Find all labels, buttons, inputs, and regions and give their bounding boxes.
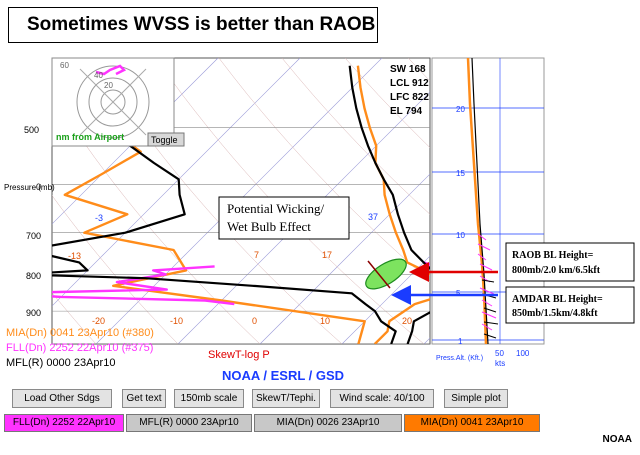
alt-tick-label: 10 xyxy=(456,231,465,240)
dry-adiabat-line xyxy=(0,58,14,344)
temp-tick-label: 0 xyxy=(252,316,257,326)
alt-tick-label: 5 xyxy=(456,289,461,298)
pressure-tick-800: 800 xyxy=(26,271,41,281)
temp-tick-label: 10 xyxy=(320,316,330,326)
skewt-tephi-button[interactable]: SkewT/Tephi. xyxy=(252,389,320,408)
legend-entry-mia: MIA(Dn) 0041 23Apr10 (#380) xyxy=(6,327,154,339)
range-inset: 20 40 60 nm from Airport Toggle xyxy=(52,58,184,146)
index-lfc: LFC 822 xyxy=(390,92,429,103)
simple-plot-button[interactable]: Simple plot xyxy=(444,389,508,408)
alt-tick-label: 15 xyxy=(456,169,465,178)
amdar-bl-line1: AMDAR BL Height= xyxy=(512,294,603,305)
toggle-button-label: Toggle xyxy=(151,135,178,145)
wind-tick-label: 50 xyxy=(495,349,504,358)
wind-scale-button[interactable]: Wind scale: 40/100 xyxy=(330,389,434,408)
raob-bl-line2: 800mb/2.0 km/6.5kft xyxy=(512,265,601,276)
tab-fll-2252[interactable]: FLL(Dn) 2252 22Apr10 xyxy=(4,414,124,432)
range-tick-label: 40 xyxy=(94,71,103,80)
legend: MIA(Dn) 0041 23Apr10 (#380) FLL(Dn) 2252… xyxy=(6,327,154,369)
temp-tick-label: 20 xyxy=(402,316,412,326)
pressure-axis: 500 0 700 800 900 Pressure (mb) xyxy=(4,125,55,318)
alt-tick-label: 20 xyxy=(456,105,465,114)
amdar-bl-line2: 850mb/1.5km/4.8kft xyxy=(512,308,598,319)
temp-tick-label: -20 xyxy=(92,316,105,326)
credit-label: NOAA xyxy=(603,434,632,445)
range-tick-label: 60 xyxy=(60,61,69,70)
inset-range-label: nm from Airport xyxy=(56,132,124,142)
index-sweat: SW 168 xyxy=(390,64,426,75)
pressure-tick-700: 700 xyxy=(26,231,41,241)
150mb-scale-button[interactable]: 150mb scale xyxy=(174,389,244,408)
temp-tick-label: -10 xyxy=(170,316,183,326)
get-text-button[interactable]: Get text xyxy=(122,389,166,408)
temp-tick-label-upper: -13 xyxy=(68,251,81,261)
temp-tick-label-upper: -3 xyxy=(95,213,103,223)
wind-units-label: kts xyxy=(495,359,505,368)
raob-bl-line1: RAOB BL Height= xyxy=(512,250,594,261)
legend-entry-fll: FLL(Dn) 2252 22Apr10 (#375) xyxy=(6,342,153,354)
isotherm-line xyxy=(0,58,54,344)
wicking-callout: Potential Wicking/ Wet Bulb Effect xyxy=(219,197,349,239)
chart-title: SkewT-log P xyxy=(208,349,270,361)
temp-tick-label-upper: 7 xyxy=(254,250,259,260)
temp-tick-label-upper: 37 xyxy=(368,212,378,222)
pressure-tick-500: 500 xyxy=(24,125,39,135)
wicking-callout-line2: Wet Bulb Effect xyxy=(227,219,311,234)
tab-mia-0026[interactable]: MIA(Dn) 0026 23Apr10 xyxy=(254,414,402,432)
tab-mfl-0000[interactable]: MFL(R) 0000 23Apr10 xyxy=(126,414,252,432)
wind-tick-label: 100 xyxy=(516,349,530,358)
load-other-soundings-button[interactable]: Load Other Sdgs xyxy=(12,389,112,408)
press-alt-label: Press.Alt. (Kft.) xyxy=(436,355,483,362)
range-tick-label: 20 xyxy=(104,81,113,90)
pressure-tick-900: 900 xyxy=(26,308,41,318)
index-lcl: LCL 912 xyxy=(390,78,429,89)
pressure-axis-label: Pressure (mb) xyxy=(4,183,55,192)
temp-tick-label-upper: 17 xyxy=(322,250,332,260)
chart-subtitle: NOAA / ESRL / GSD xyxy=(222,368,344,383)
legend-entry-mfl: MFL(R) 0000 23Apr10 xyxy=(6,357,115,369)
tab-mia-0041[interactable]: MIA(Dn) 0041 23Apr10 xyxy=(404,414,540,432)
wicking-callout-line1: Potential Wicking/ xyxy=(227,201,324,216)
slide-title: Sometimes WVSS is better than RAOB xyxy=(8,7,378,43)
index-el: EL 794 xyxy=(390,106,422,117)
alt-tick-label: 1 xyxy=(458,337,463,346)
